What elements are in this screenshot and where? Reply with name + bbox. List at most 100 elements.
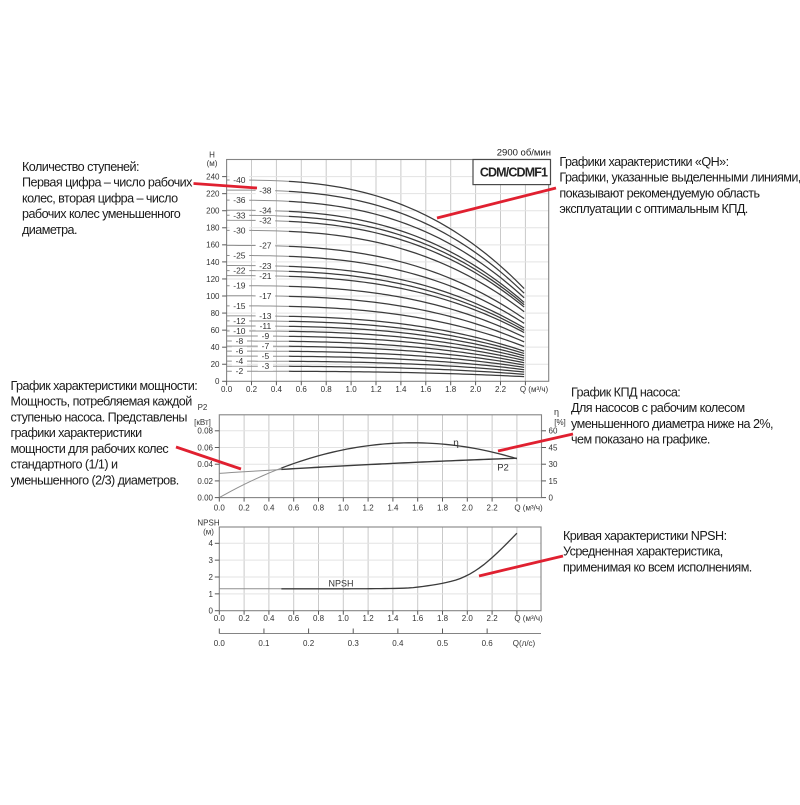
svg-text:Q(л/с): Q(л/с) — [513, 639, 536, 648]
svg-text:0.08: 0.08 — [197, 427, 213, 436]
svg-text:0.0: 0.0 — [214, 503, 226, 512]
svg-text:2.0: 2.0 — [462, 503, 474, 512]
svg-text:-34: -34 — [259, 206, 272, 216]
svg-text:40: 40 — [211, 343, 220, 352]
svg-text:-17: -17 — [259, 291, 272, 301]
svg-text:эксплуатации с оптимальным КПД: эксплуатации с оптимальным КПД. — [559, 202, 747, 216]
svg-text:0.5: 0.5 — [437, 639, 449, 648]
svg-text:Графики, указанные выделенными: Графики, указанные выделенными линиями, — [559, 171, 800, 185]
svg-text:1.0: 1.0 — [346, 385, 358, 394]
svg-text:-25: -25 — [233, 251, 246, 261]
svg-text:применимая ко всем исполнениям: применимая ко всем исполнениям. — [563, 560, 752, 574]
svg-text:0.4: 0.4 — [263, 503, 275, 512]
svg-text:-40: -40 — [233, 175, 246, 185]
svg-text:-7: -7 — [262, 341, 270, 351]
svg-text:[кВт]: [кВт] — [194, 418, 211, 427]
svg-text:-2: -2 — [236, 366, 244, 376]
svg-text:ступенью насоса. Представлены: ступенью насоса. Представлены — [11, 410, 188, 424]
svg-text:2.2: 2.2 — [487, 503, 499, 512]
svg-text:-9: -9 — [262, 331, 270, 341]
svg-text:графики характеристики: графики характеристики — [11, 426, 143, 440]
svg-text:-4: -4 — [236, 356, 244, 366]
svg-text:Кривая характеристики NPSH:: Кривая характеристики NPSH: — [563, 529, 727, 543]
svg-text:NPSH: NPSH — [197, 519, 219, 528]
svg-text:-8: -8 — [236, 336, 244, 346]
svg-text:80: 80 — [211, 309, 220, 318]
svg-text:1.2: 1.2 — [370, 385, 382, 394]
svg-text:30: 30 — [549, 460, 558, 469]
svg-text:Для насосов с рабочим колесом: Для насосов с рабочим колесом — [571, 401, 745, 415]
svg-text:-23: -23 — [259, 261, 272, 271]
svg-text:Количество ступеней:: Количество ступеней: — [22, 160, 139, 174]
svg-text:1.4: 1.4 — [387, 614, 399, 623]
svg-text:1.0: 1.0 — [338, 614, 350, 623]
svg-text:1: 1 — [209, 590, 214, 599]
svg-text:0.3: 0.3 — [348, 639, 360, 648]
svg-text:1.2: 1.2 — [363, 614, 375, 623]
svg-text:-19: -19 — [233, 281, 246, 291]
svg-text:-5: -5 — [262, 351, 270, 361]
svg-text:0.8: 0.8 — [321, 385, 333, 394]
svg-text:2.0: 2.0 — [462, 614, 474, 623]
svg-text:-15: -15 — [233, 301, 246, 311]
svg-text:60: 60 — [549, 427, 558, 436]
svg-text:0.06: 0.06 — [197, 443, 213, 452]
svg-text:-6: -6 — [236, 346, 244, 356]
svg-text:0.1: 0.1 — [258, 639, 270, 648]
svg-text:показывают рекомендуемую облас: показывают рекомендуемую область — [559, 186, 760, 200]
svg-text:диаметра.: диаметра. — [22, 223, 77, 237]
svg-text:2900 об/мин: 2900 об/мин — [497, 148, 551, 159]
svg-text:1.2: 1.2 — [363, 503, 375, 512]
svg-text:0.02: 0.02 — [197, 477, 213, 486]
svg-text:стандартного (1/1) и: стандартного (1/1) и — [11, 458, 118, 472]
svg-text:-32: -32 — [259, 216, 272, 226]
svg-text:160: 160 — [206, 241, 220, 250]
svg-text:CDM/CDMF1: CDM/CDMF1 — [480, 166, 548, 180]
svg-text:H: H — [209, 151, 215, 160]
svg-text:0.0: 0.0 — [214, 614, 226, 623]
svg-text:2.2: 2.2 — [487, 614, 499, 623]
svg-text:240: 240 — [206, 173, 220, 182]
svg-text:0.0: 0.0 — [221, 385, 233, 394]
svg-text:-10: -10 — [233, 326, 246, 336]
svg-text:-12: -12 — [233, 316, 246, 326]
svg-text:4: 4 — [209, 539, 214, 548]
svg-text:100: 100 — [206, 292, 220, 301]
svg-text:График характеристики мощности: График характеристики мощности: — [11, 379, 198, 393]
svg-text:1.6: 1.6 — [412, 614, 424, 623]
svg-text:P2: P2 — [198, 403, 208, 412]
svg-text:0.0: 0.0 — [214, 639, 226, 648]
svg-text:[%]: [%] — [554, 418, 566, 427]
svg-text:140: 140 — [206, 258, 220, 267]
svg-text:мощности для рабочих колес: мощности для рабочих колес — [11, 442, 169, 456]
svg-text:-38: -38 — [259, 185, 272, 195]
svg-text:0.2: 0.2 — [246, 385, 258, 394]
svg-text:-13: -13 — [259, 311, 272, 321]
svg-text:60: 60 — [211, 326, 220, 335]
svg-text:0.2: 0.2 — [239, 503, 251, 512]
svg-text:1.8: 1.8 — [437, 614, 449, 623]
svg-text:колес, вторая цифра – число: колес, вторая цифра – число — [22, 191, 178, 205]
svg-text:-30: -30 — [233, 225, 246, 235]
svg-text:-21: -21 — [259, 271, 272, 281]
svg-text:-36: -36 — [233, 195, 246, 205]
svg-text:0: 0 — [209, 607, 214, 616]
svg-text:чем показано на графике.: чем показано на графике. — [571, 433, 710, 447]
svg-text:-3: -3 — [262, 361, 270, 371]
svg-text:0.6: 0.6 — [482, 639, 494, 648]
svg-text:0.04: 0.04 — [197, 460, 213, 469]
svg-text:График КПД насоса:: График КПД насоса: — [571, 385, 680, 399]
svg-text:уменьшенного диаметра ниже на: уменьшенного диаметра ниже на 2%, — [571, 417, 773, 431]
svg-text:0.4: 0.4 — [263, 614, 275, 623]
svg-text:η: η — [554, 407, 559, 417]
svg-text:1.8: 1.8 — [445, 385, 457, 394]
svg-text:Графики характеристики «QH»:: Графики характеристики «QH»: — [559, 155, 728, 169]
svg-text:Q (м³/ч): Q (м³/ч) — [514, 614, 543, 623]
svg-text:2.2: 2.2 — [495, 385, 507, 394]
svg-text:1.8: 1.8 — [437, 503, 449, 512]
svg-text:-27: -27 — [259, 241, 272, 251]
svg-text:0.00: 0.00 — [197, 494, 213, 503]
svg-text:Усредненная характеристика,: Усредненная характеристика, — [563, 545, 723, 559]
svg-text:0.4: 0.4 — [392, 639, 404, 648]
svg-text:0.6: 0.6 — [296, 385, 308, 394]
